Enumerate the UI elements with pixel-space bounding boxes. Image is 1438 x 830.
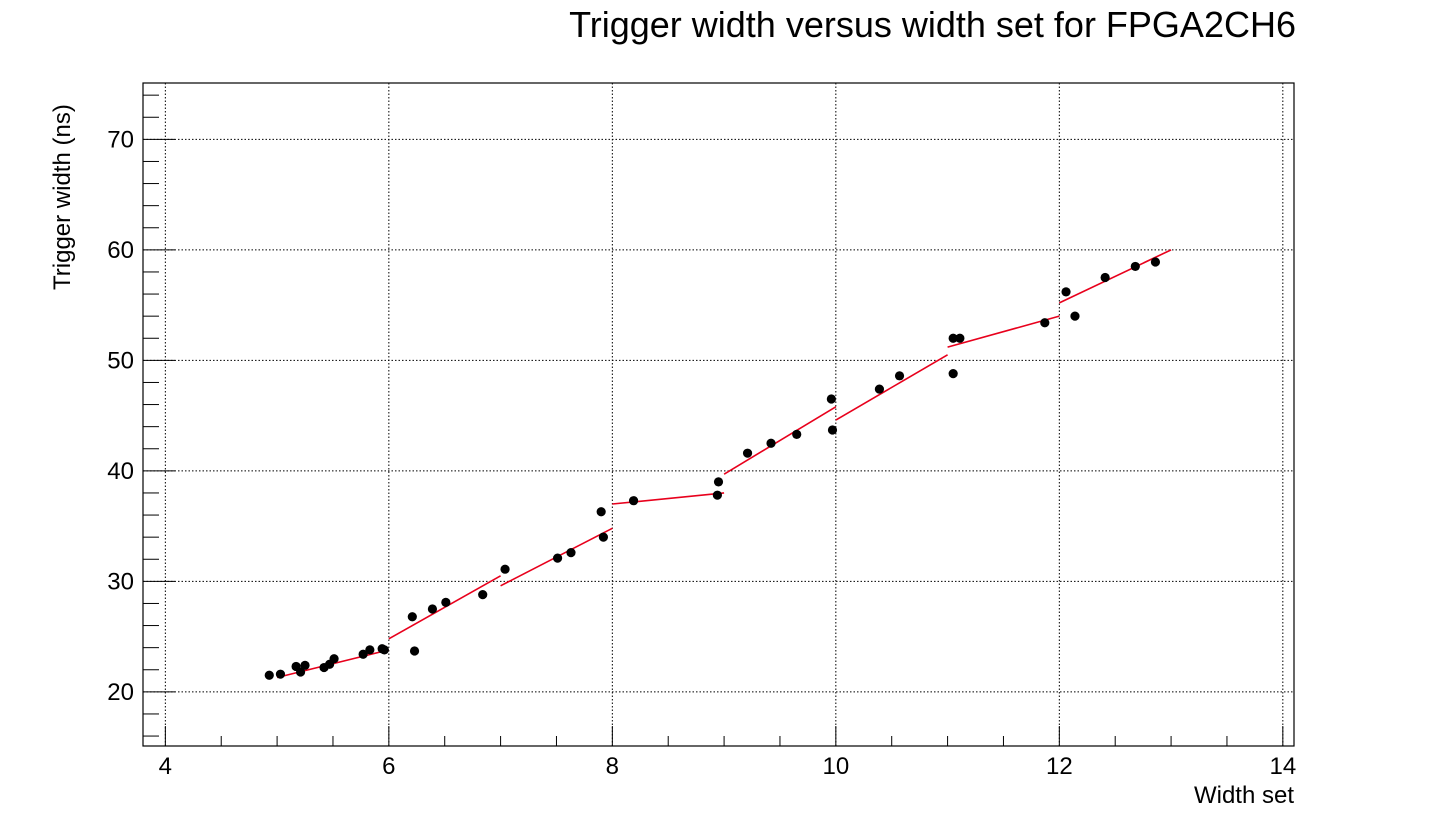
data-point — [948, 333, 958, 343]
data-point — [827, 425, 838, 435]
data-point — [948, 369, 958, 379]
data-point — [826, 394, 836, 404]
x-tick-label: 6 — [382, 753, 395, 780]
x-tick-label: 10 — [822, 753, 849, 780]
y-tick-label: 30 — [107, 568, 134, 595]
fit-segment — [723, 406, 837, 475]
grid-layer — [143, 83, 1294, 746]
data-point — [894, 371, 905, 381]
data-point — [1100, 272, 1110, 283]
data-point — [552, 553, 563, 563]
fit-segment — [388, 575, 501, 640]
y-tick-label: 70 — [107, 126, 134, 153]
data-point — [955, 333, 965, 343]
x-axis-label: Width set — [1194, 782, 1294, 809]
data-point — [766, 438, 776, 448]
y-tick-label: 40 — [107, 458, 134, 485]
data-point — [742, 448, 753, 458]
data-point — [1130, 261, 1140, 272]
data-point — [295, 667, 306, 677]
data-point — [1061, 287, 1071, 297]
data-point — [792, 429, 802, 439]
data-point — [264, 670, 274, 680]
chart-title: Trigger width versus width set for FPGA2… — [569, 4, 1296, 45]
data-point — [441, 597, 451, 607]
data-point — [275, 669, 286, 679]
data-point — [300, 660, 310, 670]
data-point — [329, 654, 339, 664]
data-point — [365, 645, 375, 655]
y-tick-label: 60 — [107, 237, 134, 264]
y-axis-label: Trigger width (ns) — [49, 104, 76, 290]
data-point — [713, 477, 724, 487]
x-tick-label: 4 — [159, 753, 172, 780]
plot-frame — [142, 82, 1295, 747]
data-point — [874, 384, 885, 394]
data-point — [407, 612, 417, 622]
data-point — [712, 490, 722, 500]
data-point — [409, 646, 420, 656]
x-tick-label: 8 — [606, 753, 619, 780]
data-point — [628, 496, 639, 506]
x-tick-label: 12 — [1046, 753, 1073, 780]
data-points — [264, 257, 1161, 680]
data-point — [1150, 257, 1161, 267]
data-point — [427, 604, 438, 614]
data-point — [500, 564, 510, 574]
data-point — [478, 590, 488, 600]
y-tick-label: 50 — [107, 347, 134, 374]
data-point — [566, 548, 576, 558]
data-point — [596, 507, 606, 517]
y-tick-label: 20 — [107, 679, 134, 706]
fit-segment — [612, 492, 725, 505]
data-point — [379, 645, 389, 655]
data-point — [358, 649, 368, 659]
data-point — [598, 532, 609, 542]
data-point — [1070, 311, 1080, 321]
data-point — [1040, 318, 1050, 328]
axis-ticks: 4 6 8 10 12 14 20 30 40 50 60 70 — [107, 94, 1296, 780]
fit-segment — [835, 354, 948, 421]
x-tick-label: 14 — [1269, 753, 1296, 780]
